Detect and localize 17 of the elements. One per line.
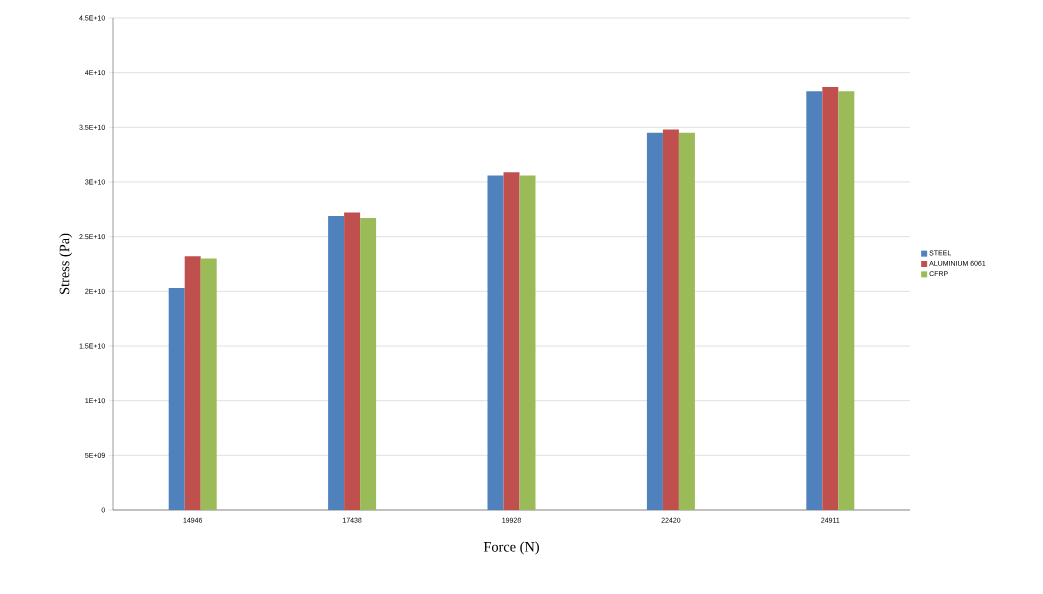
bar: [184, 256, 201, 510]
bar: [168, 288, 185, 510]
bar: [519, 175, 536, 510]
bar: [678, 132, 695, 510]
bar: [487, 175, 504, 510]
bar: [328, 215, 345, 510]
x-axis-title: Force (N): [483, 541, 539, 555]
bar: [200, 258, 217, 510]
bar: [646, 132, 663, 510]
bar: [360, 218, 377, 510]
bar: [838, 91, 855, 510]
bar: [806, 91, 823, 510]
bar: [344, 212, 361, 510]
bar: [662, 129, 679, 510]
y-axis-title: Stress (Pa): [59, 233, 73, 294]
bar: [503, 172, 520, 510]
bar: [822, 86, 839, 510]
